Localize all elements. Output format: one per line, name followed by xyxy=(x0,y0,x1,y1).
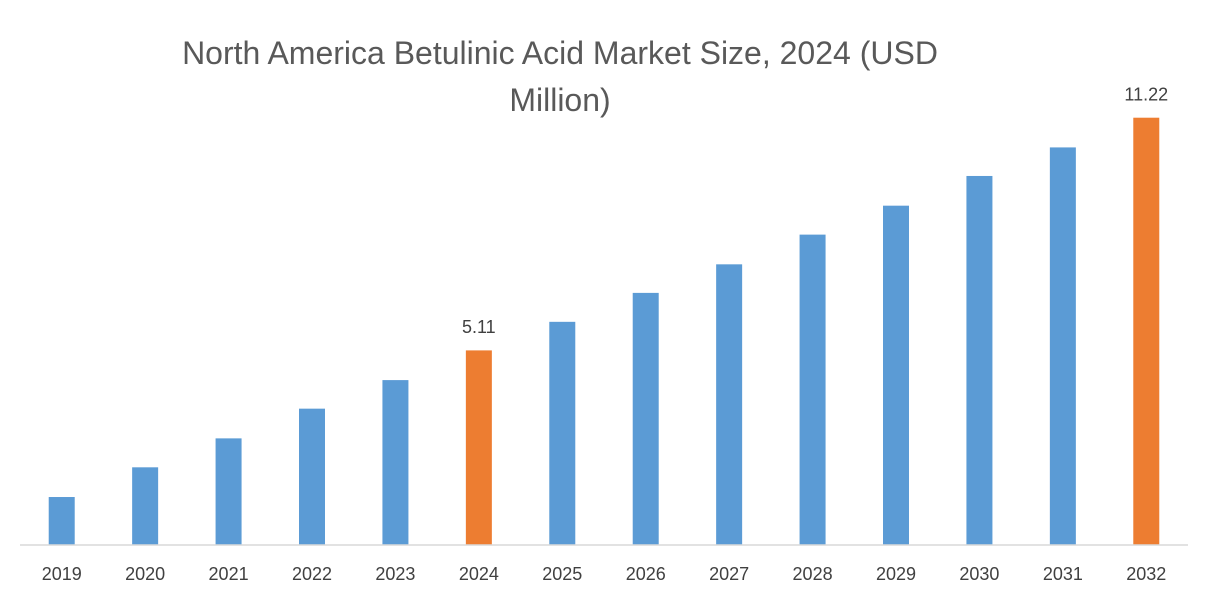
x-tick-label: 2029 xyxy=(876,564,916,584)
x-tick-label: 2024 xyxy=(459,564,499,584)
x-tick-label: 2026 xyxy=(626,564,666,584)
bar xyxy=(549,321,576,545)
x-tick-label: 2021 xyxy=(209,564,249,584)
x-tick-label: 2020 xyxy=(125,564,165,584)
bar xyxy=(716,264,743,545)
x-tick-label: 2028 xyxy=(793,564,833,584)
data-label: 5.11 xyxy=(462,317,496,337)
x-tick-label: 2023 xyxy=(375,564,415,584)
bar xyxy=(299,408,325,545)
x-tick-label: 2031 xyxy=(1043,564,1083,584)
chart-title: North America Betulinic Acid Market Size… xyxy=(182,35,938,118)
bar xyxy=(883,205,909,546)
x-tick-label: 2032 xyxy=(1126,564,1166,584)
bar xyxy=(132,467,159,545)
bar xyxy=(1049,147,1076,545)
bar xyxy=(465,350,492,545)
bar xyxy=(215,438,242,545)
x-tick-label: 2019 xyxy=(42,564,82,584)
bar xyxy=(966,175,993,545)
bar xyxy=(1133,117,1160,545)
x-tick-label: 2025 xyxy=(542,564,582,584)
bar xyxy=(799,234,826,545)
bar xyxy=(48,497,75,545)
x-tick-label: 2027 xyxy=(709,564,749,584)
x-tick-label: 2030 xyxy=(959,564,999,584)
data-label: 11.22 xyxy=(1124,84,1168,104)
bar xyxy=(382,380,409,545)
bar xyxy=(632,292,659,545)
x-tick-label: 2022 xyxy=(292,564,332,584)
